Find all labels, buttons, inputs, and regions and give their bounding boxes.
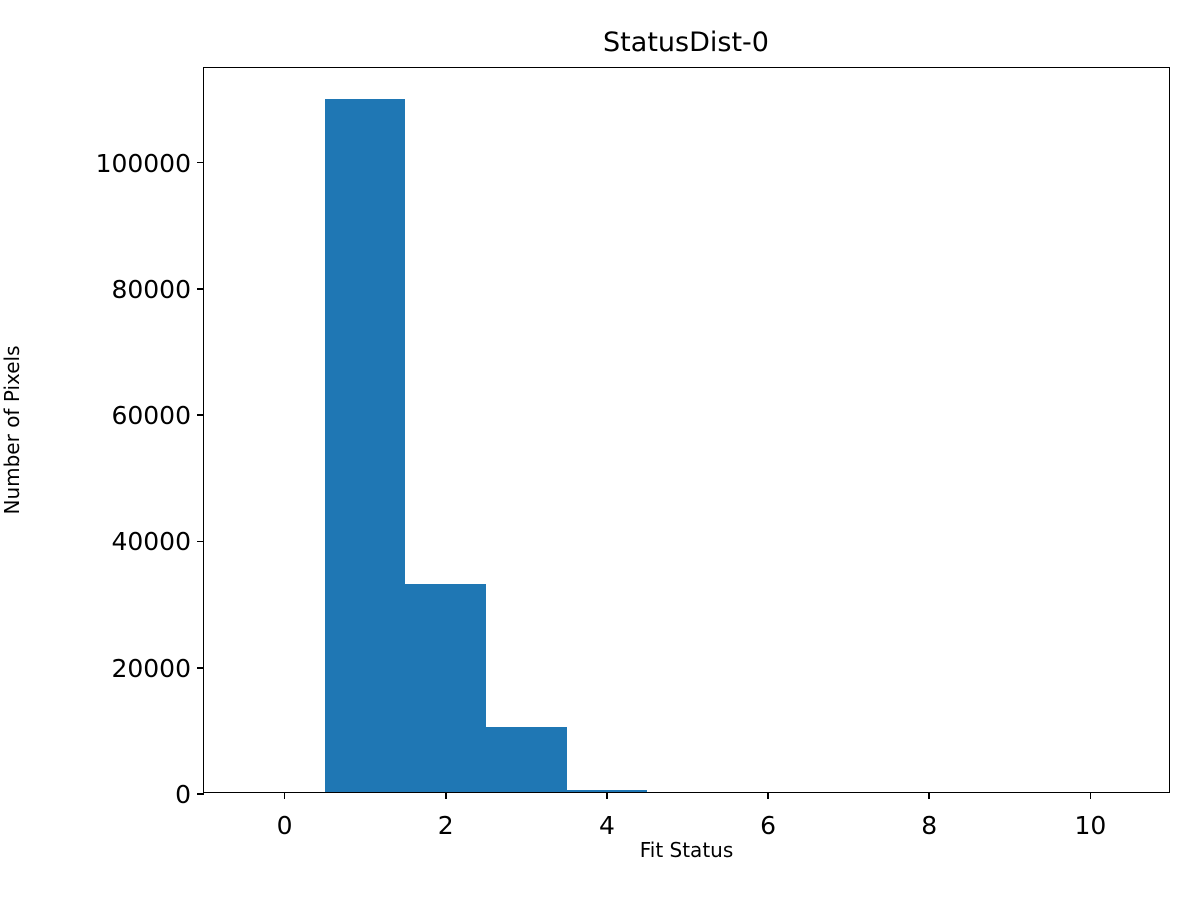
page-title: StatusDist-0	[603, 27, 769, 58]
y-tick-mark	[197, 666, 204, 669]
histogram-bar	[486, 726, 567, 792]
y-axis-label: Number of Pixels	[0, 345, 24, 515]
y-tick-mark	[197, 414, 204, 416]
y-tick-label: 40000	[111, 527, 191, 557]
y-tick-mark	[197, 540, 204, 543]
histogram-bar	[324, 99, 406, 792]
histogram-bar	[405, 583, 487, 792]
x-tick-mark	[283, 792, 286, 799]
x-tick-label: 2	[437, 811, 454, 840]
plot-area	[204, 68, 1169, 792]
histogram-bar	[566, 790, 648, 792]
x-tick-mark	[1089, 792, 1092, 799]
y-tick-label: 80000	[111, 274, 191, 304]
x-tick-mark	[928, 792, 931, 799]
x-tick-mark	[444, 792, 447, 799]
y-tick-mark	[197, 161, 204, 164]
y-tick-label: 0	[175, 780, 191, 809]
x-axis-label: Fit Status	[639, 838, 734, 862]
y-tick-label: 100000	[95, 148, 191, 178]
x-tick-label: 8	[921, 811, 938, 840]
y-tick-mark	[197, 793, 204, 795]
x-tick-label: 4	[598, 811, 615, 840]
y-tick-label: 60000	[111, 401, 191, 431]
x-tick-mark	[606, 792, 608, 799]
x-tick-mark	[767, 792, 769, 799]
x-tick-label: 6	[760, 811, 777, 840]
x-tick-label: 10	[1074, 811, 1107, 840]
x-tick-label: 0	[276, 811, 293, 840]
plot-axes: 0 20000 40000 60000 80000 100000 0 2 4 6 8 10	[96, 67, 1170, 838]
y-tick-mark	[197, 288, 204, 290]
y-tick-label: 20000	[111, 653, 191, 683]
